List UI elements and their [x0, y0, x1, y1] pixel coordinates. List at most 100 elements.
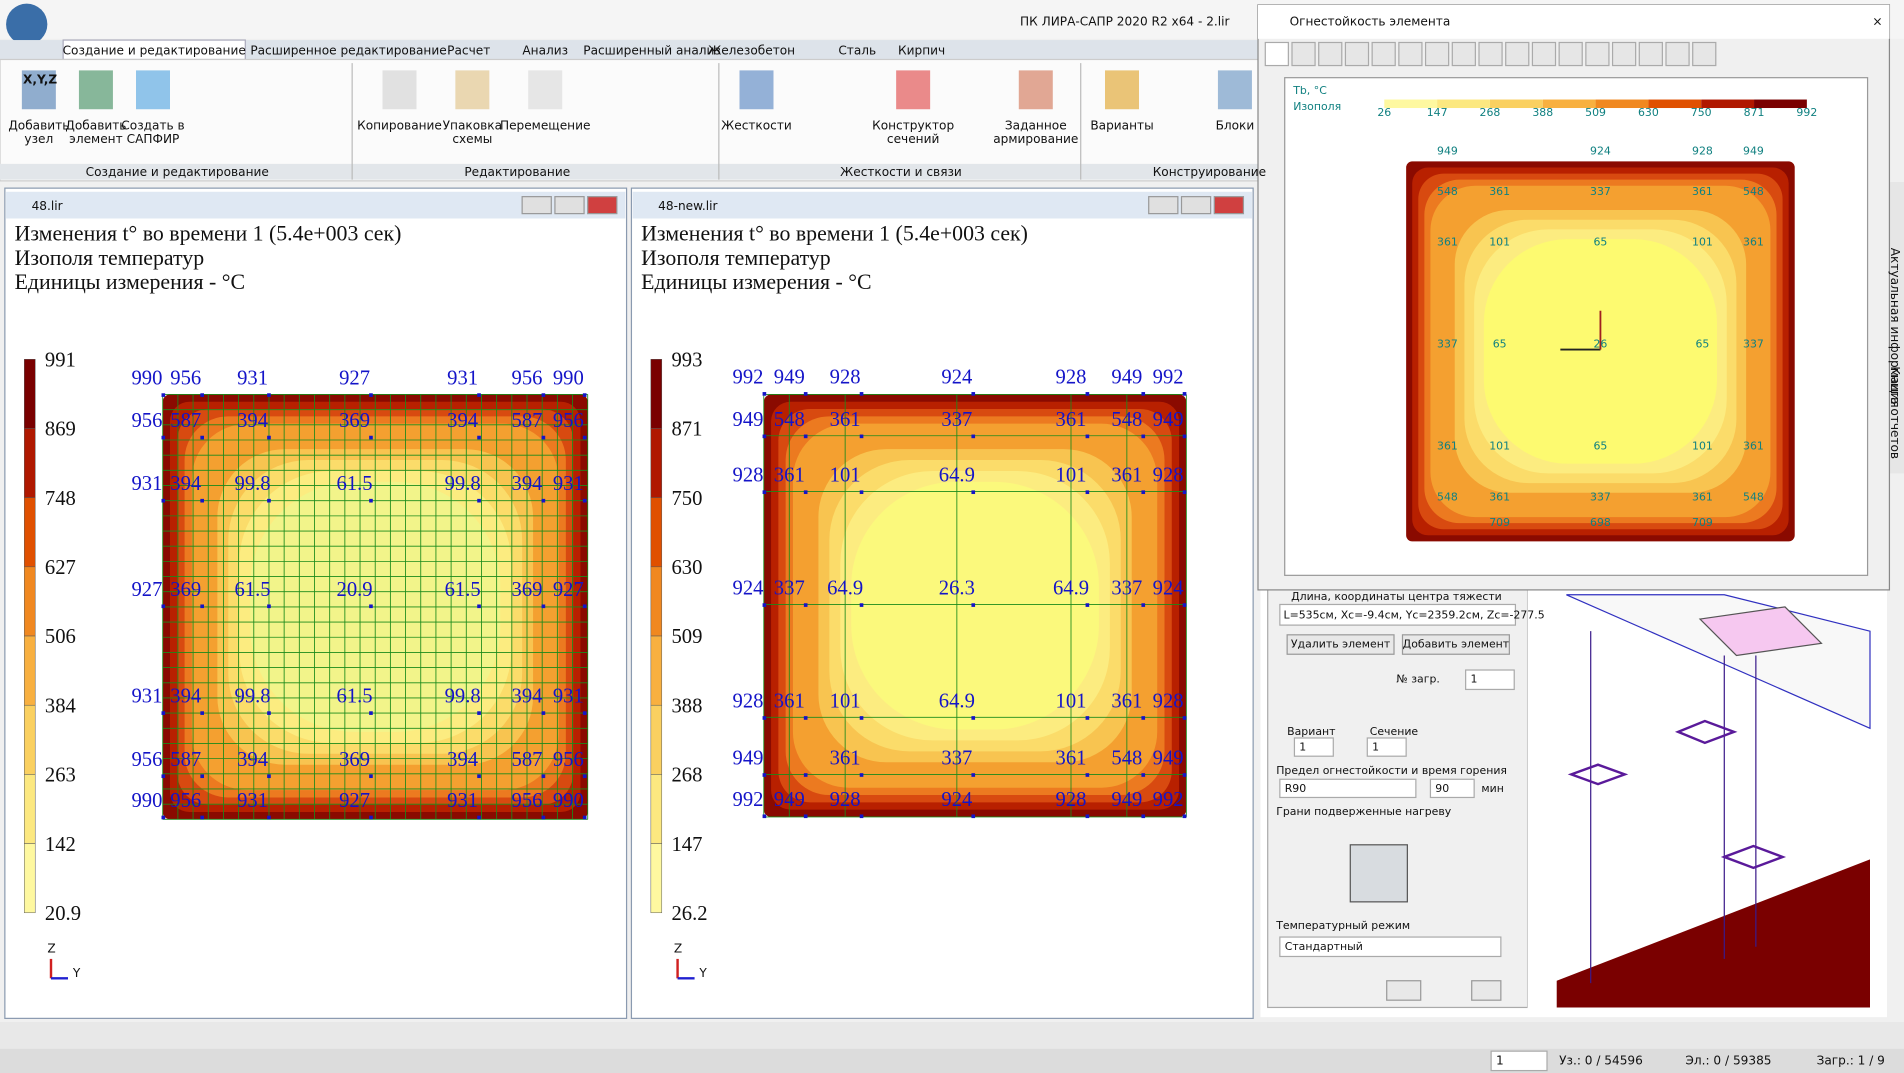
dialog-tool[interactable] — [1639, 42, 1662, 65]
dialog-tool[interactable] — [1613, 42, 1636, 65]
button-label[interactable]: узел — [24, 132, 53, 146]
window-button[interactable] — [1149, 197, 1178, 214]
button-label[interactable]: Перемещение — [500, 119, 591, 133]
node-label: 61.5 — [337, 473, 373, 495]
ribbon-tab[interactable]: Сталь — [838, 43, 876, 57]
node-label: 394 — [447, 410, 478, 432]
side-tab[interactable]: Книга отчетов — [1888, 366, 1902, 459]
button-label[interactable]: Блоки — [1216, 119, 1255, 133]
dialog-tool[interactable] — [1399, 42, 1422, 65]
node — [1183, 716, 1187, 720]
dialog-tool[interactable] — [1372, 42, 1395, 65]
button-label[interactable]: Удалить элемент — [1291, 638, 1391, 651]
field-label: Грани подверженные нагреву — [1276, 805, 1452, 818]
dialog-tool[interactable] — [1693, 42, 1716, 65]
button-label[interactable]: Добавить элемент — [1403, 638, 1510, 651]
ribbon-icon[interactable] — [136, 70, 170, 109]
ribbon-tab[interactable]: Расширенное редактирование — [250, 43, 446, 57]
button-label[interactable]: САПФИР — [127, 132, 180, 146]
ok-button[interactable] — [1387, 981, 1421, 1000]
field-label: Предел огнестойкости и время горения — [1276, 764, 1507, 777]
ribbon-icon[interactable] — [1019, 70, 1053, 109]
window-button[interactable] — [1214, 197, 1243, 214]
dialog-tool[interactable] — [1559, 42, 1582, 65]
node — [200, 711, 204, 715]
dialog-tool[interactable] — [1426, 42, 1449, 65]
node-label: 949 — [1111, 366, 1142, 388]
node-label: 101 — [1692, 440, 1713, 453]
button-label[interactable]: сечений — [887, 132, 939, 146]
node — [804, 435, 808, 439]
field-value: L=535см, Xc=-9.4см, Yc=2359.2см, Zc=-277… — [1284, 608, 1545, 621]
ribbon-tab[interactable]: Кирпич — [898, 43, 945, 57]
ribbon-tab[interactable]: Анализ — [522, 43, 568, 57]
node-label: 992 — [733, 789, 764, 811]
button-label[interactable]: Жесткости — [721, 119, 792, 133]
button-label[interactable]: Заданное — [1005, 119, 1067, 133]
button-label[interactable]: Конструктор — [872, 119, 954, 133]
dialog-close[interactable]: × — [1872, 14, 1882, 28]
dialog-tool[interactable] — [1532, 42, 1555, 65]
legend-label: 750 — [672, 488, 703, 510]
ribbon-icon[interactable] — [1105, 70, 1139, 109]
node-label: 361 — [1489, 185, 1510, 198]
node-label: 956 — [512, 368, 543, 390]
ribbon-icon[interactable] — [896, 70, 930, 109]
dialog-tool[interactable] — [1586, 42, 1609, 65]
dialog-tool[interactable] — [1506, 42, 1529, 65]
ribbon-icon[interactable] — [383, 70, 417, 109]
node-label: 65 — [1593, 236, 1607, 249]
help-button[interactable] — [1472, 981, 1501, 1000]
node — [1183, 392, 1187, 396]
node-label: 65 — [1493, 338, 1507, 351]
button-label[interactable]: Упаковка — [443, 119, 502, 133]
window-button[interactable] — [1182, 197, 1211, 214]
node-label: 361 — [774, 465, 805, 487]
node-label: 26.3 — [939, 578, 975, 600]
ribbon-icon[interactable] — [740, 70, 774, 109]
node-label: 101 — [1056, 465, 1087, 487]
node-label: 927 — [553, 579, 584, 601]
node — [804, 716, 808, 720]
ribbon-icon[interactable] — [79, 70, 113, 109]
ribbon-icon[interactable] — [455, 70, 489, 109]
node — [369, 711, 373, 715]
legend-swatch — [651, 705, 662, 774]
node-label: 361 — [1489, 491, 1510, 504]
group-label: Редактирование — [464, 165, 570, 179]
node — [971, 773, 975, 777]
node-label: 337 — [1743, 338, 1764, 351]
node-label: 61.5 — [337, 686, 373, 708]
button-label[interactable]: армирование — [993, 132, 1078, 146]
node-label: 394 — [512, 686, 543, 708]
ribbon-tab[interactable]: Создание и редактирование — [63, 43, 246, 57]
dialog-tool[interactable] — [1265, 42, 1288, 65]
button-label[interactable]: элемент — [69, 132, 122, 146]
node-label: 927 — [339, 790, 370, 812]
scale-label: 871 — [1744, 106, 1765, 119]
window-button[interactable] — [555, 197, 584, 214]
ribbon-tab[interactable]: Расширенный анализ — [583, 43, 721, 57]
button-label[interactable]: Копирование — [357, 119, 442, 133]
dialog-tool[interactable] — [1345, 42, 1368, 65]
window-button[interactable] — [588, 197, 617, 214]
ribbon-icon[interactable] — [528, 70, 562, 109]
ribbon-tab[interactable]: Расчет — [447, 43, 490, 57]
button-label[interactable]: Создать в — [121, 119, 184, 133]
button-label[interactable]: Варианты — [1090, 119, 1153, 133]
ribbon-tab[interactable]: Железобетон — [708, 43, 795, 57]
dialog-tool[interactable] — [1292, 42, 1315, 65]
dialog-tool[interactable] — [1666, 42, 1689, 65]
app-logo[interactable] — [6, 4, 47, 45]
node — [763, 435, 767, 439]
ribbon-icon[interactable] — [1218, 70, 1252, 109]
dialog-tool[interactable] — [1452, 42, 1475, 65]
button-label[interactable]: Добавить — [8, 119, 69, 133]
window-button[interactable] — [522, 197, 551, 214]
dialog-tool[interactable] — [1319, 42, 1342, 65]
node-label: 924 — [941, 366, 972, 388]
window-title: 48.lir — [32, 199, 63, 213]
button-label[interactable]: Добавить — [65, 119, 126, 133]
dialog-tool[interactable] — [1479, 42, 1502, 65]
button-label[interactable]: схемы — [452, 132, 492, 146]
